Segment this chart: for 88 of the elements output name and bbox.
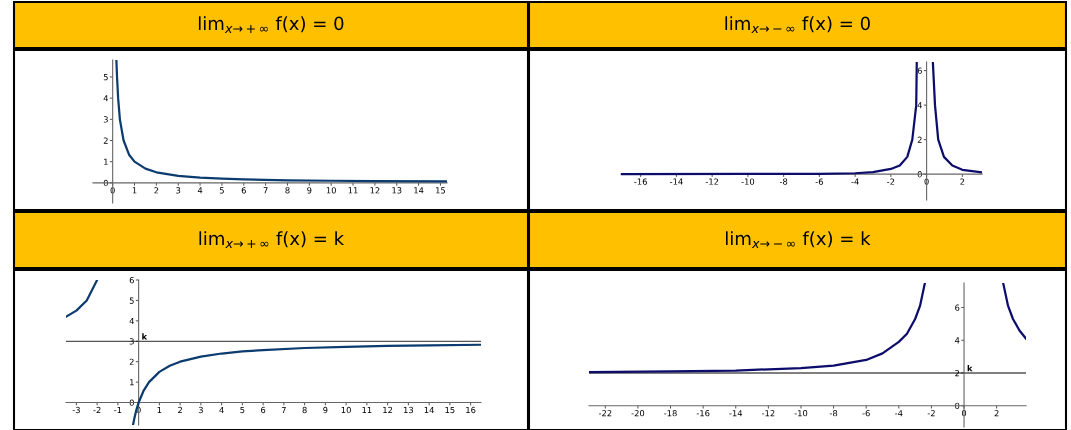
y-tick-label: 3 <box>129 338 134 345</box>
x-tick-label: 9 <box>323 406 328 414</box>
x-tick-label: 10 <box>341 406 351 414</box>
x-tick-label: -12 <box>705 178 719 185</box>
y-tick-label: 0 <box>917 171 922 178</box>
y-tick-label: 2 <box>103 137 108 144</box>
x-tick-label: -10 <box>741 178 755 185</box>
line-series <box>131 343 481 425</box>
x-tick-label: 0 <box>924 178 929 185</box>
y-tick-label: 4 <box>954 337 960 344</box>
x-tick-label: -4 <box>851 178 859 185</box>
x-tick-label: -8 <box>829 410 838 417</box>
line-series <box>589 283 927 374</box>
x-tick-label: -22 <box>598 410 612 417</box>
x-tick-label: 4 <box>219 406 224 414</box>
x-tick-label: 0 <box>110 187 115 194</box>
chart-title: lim$_{x→−∞}$ f(x) = k <box>725 231 871 248</box>
x-tick-label: 14 <box>424 406 434 414</box>
x-tick-label: -1 <box>114 406 122 414</box>
y-tick-label: 2 <box>917 136 922 143</box>
y-tick-label: 2 <box>129 358 134 365</box>
x-tick-label: 11 <box>362 406 372 414</box>
x-tick-label: 2 <box>154 187 159 194</box>
x-tick-label: 4 <box>197 187 203 194</box>
line-series <box>1002 283 1026 340</box>
line-series <box>621 62 918 176</box>
x-tick-label: 1 <box>157 406 162 414</box>
x-tick-label: -10 <box>794 410 808 417</box>
x-tick-label: -18 <box>664 410 677 417</box>
x-tick-label: 12 <box>383 406 393 414</box>
ref-line-label: k <box>967 364 973 372</box>
x-tick-label: -3 <box>72 406 80 414</box>
y-tick-label: 1 <box>130 379 134 386</box>
x-tick-label: 3 <box>176 187 181 194</box>
chart-title: lim$_{x→−∞}$ f(x) = 0 <box>725 16 870 33</box>
x-tick-label: -6 <box>815 178 823 185</box>
x-tick-label: 5 <box>240 406 245 414</box>
x-tick-label: -16 <box>634 178 647 185</box>
x-tick-label: -4 <box>895 410 903 417</box>
x-tick-label: 15 <box>436 187 446 194</box>
x-tick-label: 2 <box>960 178 965 185</box>
x-tick-label: 16 <box>466 406 476 414</box>
x-tick-label: -6 <box>862 410 870 417</box>
x-tick-label: 13 <box>392 187 402 194</box>
y-tick-label: 6 <box>917 67 922 74</box>
x-tick-label: -14 <box>670 178 683 185</box>
x-tick-label: -2 <box>927 410 935 417</box>
x-tick-label: 6 <box>261 406 266 414</box>
y-tick-label: 4 <box>917 102 922 109</box>
y-tick-label: 5 <box>103 74 108 81</box>
x-tick-label: 11 <box>348 187 358 194</box>
x-tick-label: 5 <box>219 187 224 194</box>
x-tick-label: 6 <box>241 187 246 194</box>
x-tick-label: -2 <box>93 406 101 414</box>
x-tick-label: 3 <box>198 406 203 414</box>
x-tick-label: 13 <box>403 406 414 414</box>
chart-title: lim$_{x→+∞}$ f(x) = k <box>199 231 345 248</box>
x-tick-label: 15 <box>445 406 455 414</box>
x-tick-label: 2 <box>994 410 999 417</box>
x-tick-label: 9 <box>307 187 312 194</box>
x-tick-label: -8 <box>779 178 788 185</box>
y-tick-label: 6 <box>955 304 960 311</box>
x-tick-label: 2 <box>178 406 182 414</box>
y-tick-label: 1 <box>104 158 108 165</box>
x-tick-label: -12 <box>761 410 775 417</box>
line-series <box>66 280 99 318</box>
x-tick-label: 14 <box>414 187 424 194</box>
x-tick-label: -14 <box>729 410 743 417</box>
x-tick-label: 10 <box>326 187 336 194</box>
x-tick-label: 0 <box>961 410 967 417</box>
ref-line-label: k <box>142 333 148 340</box>
x-tick-label: 8 <box>285 187 290 194</box>
y-tick-label: 6 <box>129 276 134 284</box>
x-tick-label: 8 <box>302 406 307 414</box>
x-tick-label: -20 <box>631 410 645 417</box>
x-tick-label: 7 <box>281 406 286 414</box>
line-series <box>931 62 982 174</box>
x-tick-label: -16 <box>696 410 710 417</box>
y-tick-label: 2 <box>955 369 960 377</box>
y-tick-label: 4 <box>129 317 134 325</box>
x-tick-label: 12 <box>370 187 380 194</box>
x-tick-label: -2 <box>887 178 895 185</box>
y-tick-label: 3 <box>103 116 108 123</box>
y-tick-label: 5 <box>129 297 134 304</box>
y-tick-label: 4 <box>103 95 109 102</box>
line-series <box>115 60 447 183</box>
x-tick-label: 7 <box>263 187 268 194</box>
chart-title: lim$_{x→+∞}$ f(x) = 0 <box>198 16 344 33</box>
